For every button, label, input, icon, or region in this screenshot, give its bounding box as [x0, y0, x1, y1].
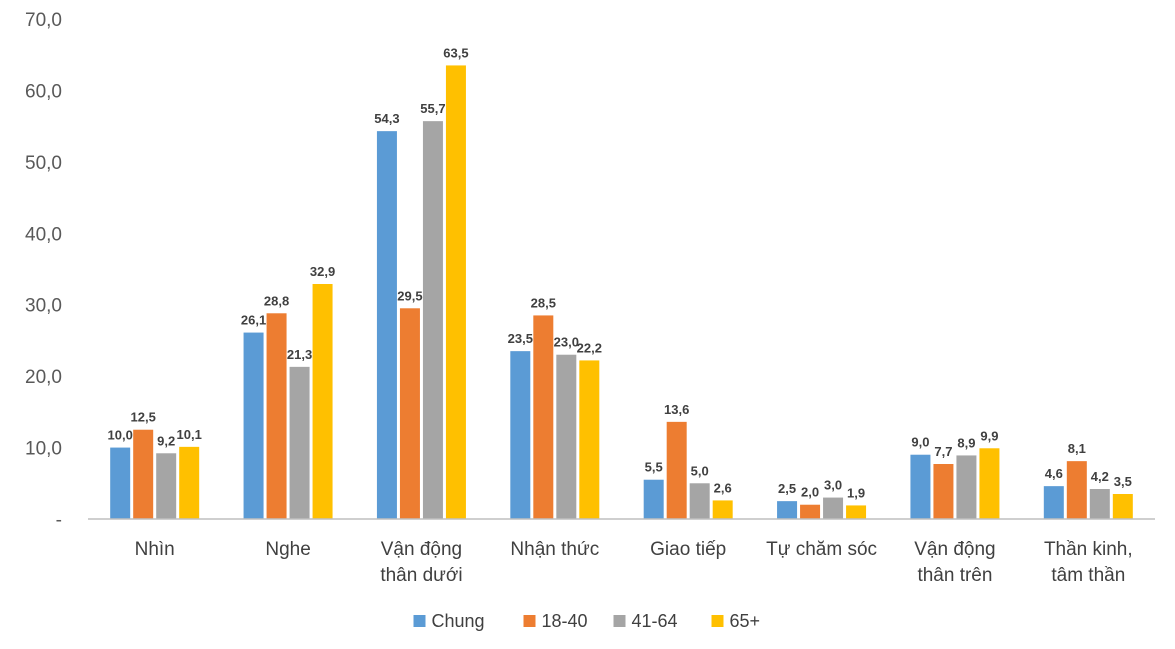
category-label: Giao tiếp [650, 539, 726, 560]
x-axis: Nhìn Nghe Vận động thân dưới Nhận thức Giao t… [88, 518, 1155, 586]
category-label: Nhìn [135, 539, 175, 560]
data-label: 29,5 [397, 288, 422, 303]
bar [579, 360, 600, 519]
data-label: 4,2 [1091, 469, 1109, 484]
y-tick-label: 30,0 [25, 296, 62, 317]
bar [510, 351, 531, 519]
data-label: 22,2 [577, 340, 602, 355]
data-label: 8,9 [957, 435, 975, 450]
y-tick-label: 20,0 [25, 367, 62, 388]
bar [243, 332, 264, 519]
category-label: thân trên [917, 565, 992, 586]
data-label: 26,1 [241, 313, 266, 328]
bar [800, 504, 821, 519]
legend-swatch [711, 615, 724, 627]
data-label: 32,9 [310, 264, 335, 279]
data-label: 28,5 [531, 295, 556, 310]
bar [689, 483, 710, 519]
data-label: 2,5 [778, 481, 796, 496]
legend: Chung 18-40 41-64 65+ [413, 611, 761, 631]
bar [399, 308, 420, 519]
data-label: 63,5 [443, 45, 468, 60]
y-axis: - 10,0 20,0 30,0 40,0 50,0 60,0 70,0 [25, 10, 62, 531]
data-label: 5,0 [691, 463, 709, 478]
data-label: 5,5 [645, 460, 663, 475]
data-labels: 10,0 12,59,2 10,1 26,1 28,8 21,3 32,9 54,3 29,5 5… [108, 45, 1132, 500]
y-tick-label: - [56, 510, 62, 531]
bar [110, 447, 131, 519]
legend-swatch [613, 615, 626, 627]
data-label: 54,3 [374, 111, 399, 126]
data-label: 10,1 [177, 427, 202, 442]
bar [712, 500, 733, 519]
bar [1089, 489, 1110, 519]
data-label: 12,5 [131, 410, 156, 425]
data-label: 55,7 [420, 101, 445, 116]
bar [289, 366, 310, 519]
data-label: 9,0 [911, 435, 929, 450]
bar [556, 354, 577, 519]
data-label: 21,3 [287, 347, 312, 362]
bar [777, 501, 798, 519]
bar [933, 464, 954, 519]
bar [1066, 461, 1087, 519]
legend-swatch [523, 615, 536, 627]
bar [910, 454, 931, 519]
legend-label: Chung [432, 611, 485, 631]
category-label: Tự chăm sóc [766, 539, 877, 560]
data-label: 10,0 [108, 428, 133, 443]
data-label: 3,5 [1114, 474, 1132, 489]
data-label: 3,0 [824, 478, 842, 493]
category-label: Nhận thức [510, 539, 599, 560]
legend-label: 41-64 [632, 611, 678, 631]
bars [110, 65, 1133, 520]
bar [266, 313, 287, 519]
bar [979, 448, 1000, 519]
category-label: Nghe [265, 539, 310, 560]
bar [823, 497, 844, 519]
bar [956, 455, 977, 519]
y-tick-label: 10,0 [25, 439, 62, 460]
bar [643, 479, 664, 519]
y-tick-label: 50,0 [25, 153, 62, 174]
bar [1043, 486, 1064, 519]
y-tick-label: 70,0 [25, 10, 62, 31]
data-label: 9,2 [157, 433, 175, 448]
bar [156, 453, 177, 519]
y-tick-label: 40,0 [25, 224, 62, 245]
y-tick-label: 60,0 [25, 81, 62, 102]
data-label: 8,1 [1068, 441, 1086, 456]
data-label: 23,0 [554, 335, 579, 350]
bar [422, 121, 443, 520]
bar [846, 505, 867, 519]
data-label: 13,6 [664, 402, 689, 417]
legend-swatch [413, 615, 426, 627]
category-label: Vận động [381, 539, 462, 560]
bar [533, 315, 554, 519]
bar [179, 446, 200, 519]
category-label: Thần kinh, [1044, 539, 1133, 560]
bar [1112, 494, 1133, 519]
data-label: 1,9 [847, 485, 865, 500]
bar [376, 131, 397, 519]
data-label: 2,6 [714, 480, 732, 495]
bar [445, 65, 466, 519]
legend-label: 65+ [730, 611, 761, 631]
legend-label: 18-40 [542, 611, 588, 631]
data-label: 23,5 [508, 331, 533, 346]
category-label: thân dưới [380, 565, 462, 586]
data-label: 7,7 [934, 444, 952, 459]
bar [312, 284, 333, 519]
category-label: tâm thần [1051, 565, 1125, 586]
bar [666, 421, 687, 519]
data-label: 2,0 [801, 485, 819, 500]
data-label: 9,9 [980, 428, 998, 443]
bar [133, 429, 154, 519]
category-label: Vận động [914, 539, 995, 560]
data-label: 28,8 [264, 293, 289, 308]
data-label: 4,6 [1045, 466, 1063, 481]
